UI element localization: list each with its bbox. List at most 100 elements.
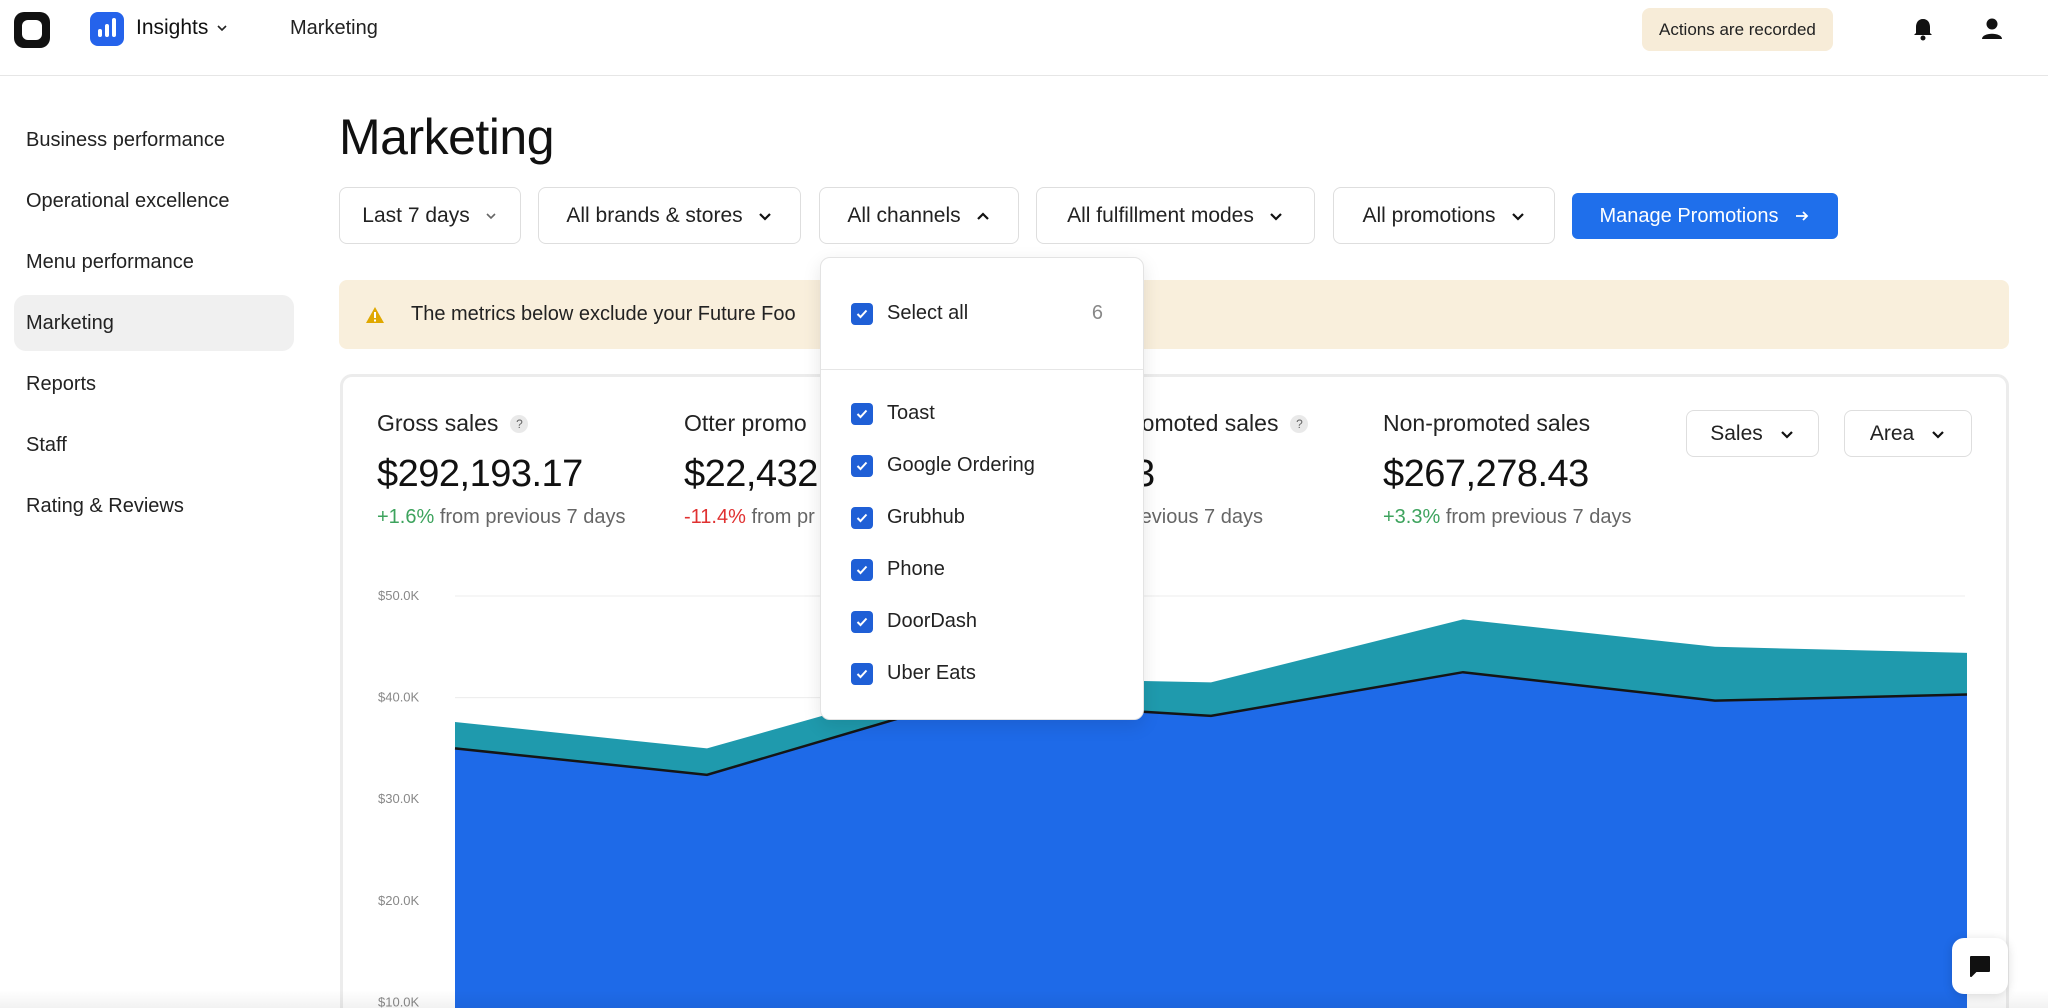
bottom-fade [0, 990, 2048, 1008]
chat-icon [1970, 956, 1990, 977]
checkbox-checked-icon[interactable] [851, 558, 873, 581]
chart-metric-select[interactable]: Sales [1686, 410, 1819, 457]
page-title: Marketing [339, 109, 555, 165]
chevron-down-icon [217, 25, 227, 32]
date-range-label: Last 7 days [362, 203, 470, 227]
sidebar: Business performance Operational excelle… [14, 112, 294, 539]
channel-label: DoorDash [887, 610, 978, 632]
brands-stores-filter[interactable]: All brands & stores [538, 187, 801, 244]
warning-banner: The metrics below exclude your Future Fo… [339, 280, 2009, 349]
help-icon[interactable]: ? [510, 414, 529, 433]
chevron-up-icon [976, 211, 989, 220]
sidebar-item-reports[interactable]: Reports [26, 372, 97, 395]
channel-option-uber-eats[interactable]: Uber Eats [851, 662, 976, 685]
chevron-down-icon [1270, 212, 1282, 221]
chat-button[interactable] [1952, 938, 2008, 994]
checkbox-checked-icon[interactable] [851, 662, 873, 685]
checkbox-checked-icon[interactable] [851, 402, 873, 425]
metric-change-suffix: from previous 7 days [1445, 506, 1632, 528]
sidebar-item-rating-reviews[interactable]: Rating & Reviews [26, 494, 184, 517]
y-tick-label: $50.0K [378, 588, 420, 603]
chevron-down-icon [1932, 430, 1944, 439]
arrow-right-icon [1796, 211, 1809, 221]
chevron-down-icon [1511, 212, 1524, 221]
metric-change: +1.6% [377, 506, 435, 528]
sidebar-item-menu-performance[interactable]: Menu performance [26, 250, 194, 273]
channel-label: Toast [887, 402, 935, 424]
y-tick-label: $30.0K [378, 791, 420, 806]
recorded-badge: Actions are recorded [1642, 8, 1833, 51]
series-area-non-promoted [455, 672, 1967, 1008]
metric-change: -11.4% [684, 506, 746, 528]
channel-option-toast[interactable]: Toast [851, 402, 935, 425]
checkbox-checked-icon[interactable] [851, 610, 873, 633]
metric-label: Otter promo [684, 410, 807, 436]
metric-value: $292,193.17 [377, 453, 583, 495]
breadcrumb[interactable]: Marketing [290, 17, 378, 39]
chart-type-select[interactable]: Area [1844, 410, 1972, 457]
channel-label: Grubhub [887, 506, 965, 528]
help-icon[interactable]: ? [1290, 414, 1309, 433]
metric-change-suffix: revious 7 days [1134, 506, 1263, 528]
app-switcher[interactable]: Insights [136, 16, 228, 40]
chart-type-label: Area [1869, 421, 1915, 445]
metric-label: Non-promoted sales [1383, 410, 1591, 436]
channels-dropdown: Select all 6 Toast Google Ordering Grubh… [820, 257, 1144, 720]
bell-icon[interactable] [1908, 14, 1938, 44]
chevron-down-icon [486, 212, 496, 219]
sidebar-item-staff[interactable]: Staff [26, 433, 67, 456]
channel-label: Phone [887, 558, 945, 580]
metric-value: $267,278.43 [1383, 453, 1589, 495]
channel-option-google-ordering[interactable]: Google Ordering [851, 454, 1035, 477]
sidebar-item-marketing[interactable]: Marketing [14, 295, 294, 351]
checkbox-checked-icon[interactable] [851, 454, 873, 477]
sidebar-item-business-performance[interactable]: Business performance [26, 128, 225, 151]
chart-metric-label: Sales [1710, 421, 1763, 445]
metric-change: +3.3% [1383, 506, 1441, 528]
metric-promoted-sales: romoted sales? 3 revious 7 days [1134, 410, 1309, 529]
brand-logo[interactable] [14, 12, 50, 48]
y-tick-label: $40.0K [378, 690, 420, 705]
insights-app-icon[interactable] [90, 12, 124, 46]
channels-label: All channels [847, 203, 961, 227]
metric-label: romoted sales [1134, 410, 1279, 436]
promotions-label: All promotions [1362, 203, 1496, 227]
channels-filter[interactable]: All channels [819, 187, 1019, 244]
metric-non-promoted-sales: Non-promoted sales $267,278.43 +3.3% fro… [1383, 410, 1631, 529]
y-tick-label: $10.0K [378, 994, 420, 1008]
selected-count: 6 [1091, 302, 1103, 324]
channel-option-grubhub[interactable]: Grubhub [851, 506, 965, 529]
metric-gross-sales: Gross sales? $292,193.17 +1.6% from prev… [377, 410, 625, 529]
select-all-option[interactable]: Select all [851, 302, 968, 325]
manage-promotions-button[interactable]: Manage Promotions [1572, 193, 1838, 239]
sidebar-item-operational-excellence[interactable]: Operational excellence [26, 189, 230, 212]
brands-stores-label: All brands & stores [566, 203, 743, 227]
channel-option-phone[interactable]: Phone [851, 558, 945, 581]
chevron-down-icon [1780, 430, 1793, 439]
checkbox-checked-icon[interactable] [851, 506, 873, 529]
date-range-filter[interactable]: Last 7 days [339, 187, 521, 244]
channel-option-doordash[interactable]: DoorDash [851, 610, 977, 633]
user-icon[interactable] [1977, 14, 2007, 44]
chevron-down-icon [758, 212, 771, 221]
metric-otter-promo: Otter promo $22,432. -11.4% from pr [684, 410, 828, 529]
metric-label: Gross sales [377, 410, 499, 436]
manage-promotions-label: Manage Promotions [1599, 204, 1779, 227]
divider [821, 369, 1143, 370]
app-name: Insights [136, 16, 209, 39]
metric-change-suffix: from previous 7 days [439, 506, 626, 528]
select-all-label: Select all [887, 302, 969, 324]
metric-change-suffix: from pr [751, 506, 815, 528]
metric-value: 3 [1134, 453, 1155, 495]
metric-value: $22,432. [684, 453, 828, 495]
promotions-filter[interactable]: All promotions [1333, 187, 1555, 244]
banner-text: The metrics below exclude your Future Fo… [411, 303, 796, 325]
fulfillment-label: All fulfillment modes [1067, 203, 1254, 227]
channel-label: Google Ordering [887, 454, 1035, 476]
top-bar: Insights Marketing Actions are recorded [0, 0, 2048, 76]
warning-icon [366, 306, 384, 323]
fulfillment-filter[interactable]: All fulfillment modes [1036, 187, 1315, 244]
checkbox-checked-icon[interactable] [851, 302, 873, 325]
series-line-non-promoted [454, 670, 1968, 777]
channel-label: Uber Eats [887, 662, 976, 684]
